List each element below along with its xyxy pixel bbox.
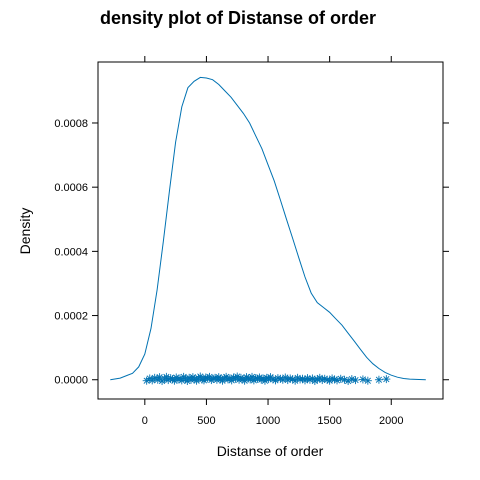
y-tick-label: 0.0006: [54, 182, 88, 194]
x-tick-label: 1500: [317, 415, 341, 427]
density-curve: [110, 76, 426, 381]
rug-point: [351, 376, 360, 385]
x-tick-label: 2000: [379, 415, 403, 427]
rug-point: [358, 375, 367, 384]
x-tick-label: 1000: [256, 415, 280, 427]
y-tick-label: 0.0002: [54, 311, 88, 323]
rug-point: [374, 375, 383, 384]
y-tick-label: 0.0008: [54, 118, 88, 130]
rug-point: [347, 375, 356, 384]
rug-point: [382, 375, 391, 384]
axis-ticks: [92, 56, 449, 405]
axis-tick-labels: 0 500 1000 1500 2000 0.0000 0.0002 0.0004 0.0006…: [54, 118, 403, 427]
rug-point: [363, 376, 372, 385]
y-axis-label: Density: [17, 208, 33, 255]
y-tick-label: 0.0000: [54, 375, 88, 387]
rug-point: [340, 375, 349, 384]
x-axis-label: Distanse of order: [217, 443, 324, 459]
chart-title: density plot of Distanse of order: [100, 8, 376, 28]
y-tick-label: 0.0004: [54, 246, 88, 258]
plot-frame: [97, 61, 444, 400]
x-tick-label: 500: [197, 415, 215, 427]
x-tick-label: 0: [142, 415, 148, 427]
series-layer: [110, 76, 426, 386]
